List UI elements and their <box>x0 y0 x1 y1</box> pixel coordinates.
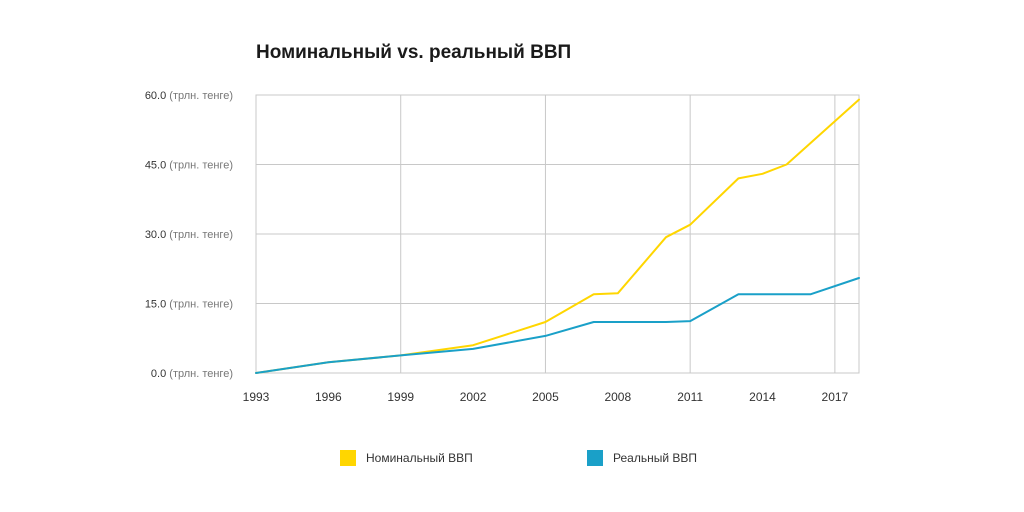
y-tick-label: 15.0 (трлн. тенге) <box>145 299 233 311</box>
series-line-real <box>255 277 860 374</box>
y-tick-label: 60.0 (трлн. тенге) <box>145 90 233 102</box>
x-tick-label: 1999 <box>387 390 414 404</box>
legend-item-nominal: Номинальный ВВП <box>340 448 473 468</box>
x-tick-label: 2011 <box>677 390 703 404</box>
x-tick-label: 2005 <box>532 390 559 404</box>
legend-item-real: Реальный ВВП <box>587 448 697 468</box>
y-tick-label: 30.0 (трлн. тенге) <box>145 229 233 241</box>
legend-swatch-nominal <box>340 450 356 466</box>
legend-label-nominal: Номинальный ВВП <box>366 451 473 465</box>
x-tick-label: 2017 <box>822 390 849 404</box>
legend-label-real: Реальный ВВП <box>613 451 697 465</box>
x-tick-label: 1996 <box>315 390 342 404</box>
x-tick-label: 2014 <box>749 390 776 404</box>
x-tick-label: 1993 <box>243 390 270 404</box>
x-tick-label: 2008 <box>604 390 631 404</box>
x-tick-label: 2002 <box>460 390 487 404</box>
y-tick-label: 0.0 (трлн. тенге) <box>151 368 233 380</box>
legend-swatch-real <box>587 450 603 466</box>
chart-title: Номинальный vs. реальный ВВП <box>256 42 572 63</box>
y-tick-label: 45.0 (трлн. тенге) <box>145 160 233 172</box>
